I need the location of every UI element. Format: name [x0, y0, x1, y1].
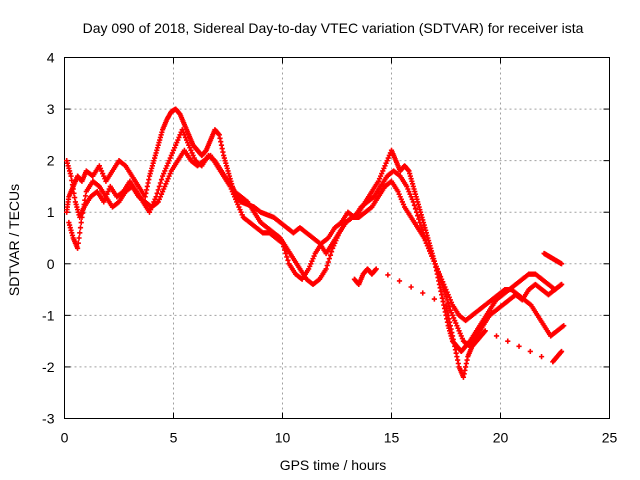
- y-tick-label: 2: [47, 153, 55, 169]
- data-point: [419, 226, 425, 233]
- data-point: [158, 176, 165, 183]
- data-point: [558, 281, 565, 288]
- data-points: [64, 106, 567, 380]
- data-point: [75, 240, 81, 246]
- data-point: [420, 290, 426, 296]
- y-tick-label: -2: [42, 359, 55, 375]
- data-point: [421, 233, 427, 239]
- x-tick-label: 25: [602, 430, 618, 446]
- y-tick-label: 0: [47, 256, 55, 272]
- data-point: [328, 249, 335, 255]
- y-tick-label: -3: [42, 411, 55, 427]
- data-point: [153, 194, 159, 200]
- y-tick-label: 4: [47, 50, 55, 66]
- data-point: [422, 237, 428, 243]
- data-point: [327, 252, 334, 258]
- data-point: [77, 230, 83, 236]
- data-point: [279, 240, 286, 246]
- data-point: [396, 278, 403, 284]
- data-point: [154, 190, 160, 196]
- x-tick-label: 20: [493, 430, 509, 446]
- series-track-d: [351, 266, 565, 380]
- x-tick-labels: 0 5 10 15 20 25: [61, 430, 618, 446]
- data-point: [527, 348, 533, 355]
- data-point: [420, 230, 426, 236]
- y-axis-label: SDTVAR / TECUs: [6, 184, 22, 296]
- data-point: [285, 257, 291, 263]
- data-point: [157, 180, 164, 186]
- x-axis-label: GPS time / hours: [280, 457, 387, 473]
- x-tick-label: 15: [384, 430, 400, 446]
- data-point: [561, 323, 567, 329]
- data-point: [411, 202, 417, 208]
- data-point: [282, 247, 288, 253]
- y-tick-label: -1: [42, 307, 55, 323]
- data-point: [155, 187, 161, 193]
- data-point: [74, 245, 81, 251]
- data-point: [385, 272, 391, 278]
- data-point: [538, 354, 545, 360]
- data-point: [323, 266, 329, 272]
- data-point: [373, 266, 379, 272]
- data-point: [413, 209, 420, 215]
- data-point: [558, 348, 565, 355]
- data-point: [324, 262, 330, 269]
- x-tick-label: 5: [170, 430, 178, 446]
- data-point: [326, 256, 332, 262]
- data-point: [284, 254, 290, 260]
- y-tick-labels: -3 -2 -1 0 1 2 3 4: [42, 50, 55, 427]
- data-point: [417, 219, 423, 226]
- x-tick-label: 10: [275, 430, 291, 446]
- data-point: [412, 206, 419, 212]
- data-point: [418, 223, 424, 229]
- axis-ticks: [64, 57, 610, 419]
- series-track-c: [66, 147, 567, 339]
- chart-title: Day 090 of 2018, Sidereal Day-to-day VTE…: [83, 20, 584, 36]
- plot-frame: [64, 57, 610, 419]
- data-point: [516, 343, 522, 349]
- data-point: [408, 284, 414, 290]
- data-point: [416, 216, 422, 222]
- data-point: [283, 250, 289, 257]
- data-point: [558, 261, 565, 267]
- x-tick-label: 0: [61, 430, 69, 446]
- data-point: [325, 259, 331, 265]
- data-point: [415, 213, 421, 219]
- data-point: [78, 219, 84, 226]
- data-point: [280, 243, 287, 250]
- y-tick-label: 1: [47, 204, 55, 220]
- data-point: [156, 183, 162, 190]
- data-point: [76, 235, 82, 241]
- data-point: [482, 328, 488, 334]
- y-tick-label: 3: [47, 101, 55, 117]
- data-point: [431, 296, 437, 302]
- data-point: [505, 338, 511, 344]
- data-point: [77, 225, 84, 231]
- data-point: [410, 199, 416, 205]
- data-point: [493, 333, 500, 339]
- series-track-e: [541, 250, 565, 267]
